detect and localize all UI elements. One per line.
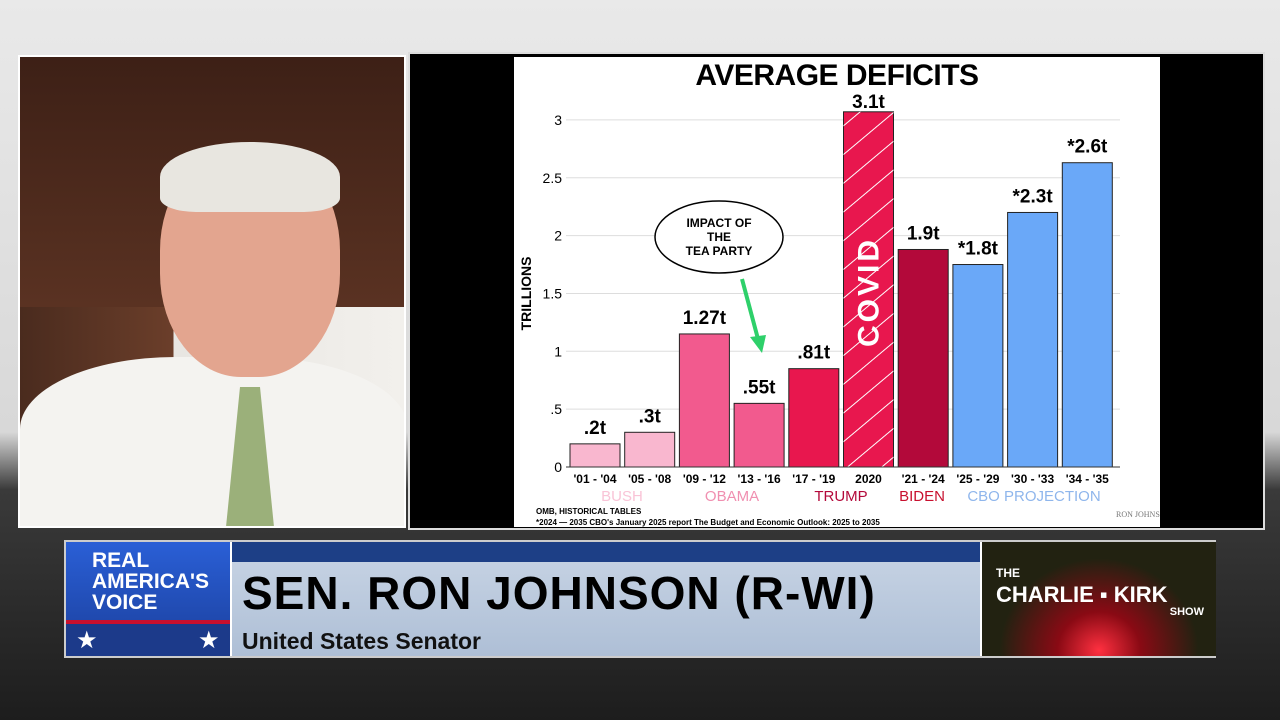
speaker-name: SEN. RON JOHNSON (R-WI) [242, 567, 876, 619]
logo-band [66, 620, 230, 656]
bar [1007, 211, 1059, 468]
group-label: CBO PROJECTION [967, 488, 1100, 505]
callout-text: THE [707, 230, 731, 244]
charlie-kirk-show-logo: THE CHARLIE ▪ KIRK SHOW [982, 542, 1216, 656]
show-logo-name: CHARLIE ▪ KIRK [996, 582, 1168, 607]
footnote: *2024 — 2035 CBO's January 2025 report T… [536, 518, 880, 527]
network-logo-text: REAL AMERICA'S VOICE [92, 549, 209, 614]
bar [952, 264, 1004, 468]
y-axis-label: TRILLIONS [518, 257, 534, 331]
arrow-head-icon [750, 335, 766, 353]
data-label: *2.3t [1013, 186, 1054, 207]
group-label: TRUMP [814, 488, 867, 505]
y-tick-label: 1.5 [543, 285, 563, 301]
bar [897, 248, 949, 468]
chart-title: AVERAGE DEFICITS [695, 59, 979, 92]
source-note: OMB, HISTORICAL TABLES [536, 507, 642, 516]
speaker-hair [160, 142, 340, 212]
callout-bubble [654, 200, 784, 274]
watermark: RON JOHNSON [1116, 510, 1160, 519]
data-label: 1.27t [683, 308, 727, 329]
callout-text: TEA PARTY [686, 244, 753, 258]
x-tick-label: 2020 [855, 472, 882, 486]
callout-text: IMPACT OF [686, 216, 751, 230]
x-tick-label: '13 - '16 [738, 472, 781, 486]
arrow-icon [740, 278, 760, 340]
chart-panel: AVERAGE DEFICITS 0 .5 1 1.5 2 2.5 3 TRILLIONS .2… [408, 52, 1265, 530]
data-label: *2.6t [1067, 137, 1108, 158]
x-tick-label: '09 - '12 [683, 472, 726, 486]
bar [624, 431, 676, 468]
data-label: .55t [743, 377, 776, 398]
bar [788, 368, 840, 468]
speaker-shirt [20, 357, 404, 526]
show-logo-the: THE [996, 566, 1020, 580]
lower-third: REAL AMERICA'S VOICE ★ ★ SEN. RON JOHNSO… [64, 540, 1216, 658]
speaker-title: United States Senator [242, 628, 481, 654]
y-tick-label: 2 [554, 228, 562, 244]
bar [1061, 162, 1113, 468]
name-plate-bar [232, 542, 980, 562]
covid-label: COVID [853, 237, 886, 347]
y-tick-label: 2.5 [543, 170, 563, 186]
data-label: *1.8t [958, 239, 999, 260]
y-tick-label: 1 [554, 343, 562, 359]
y-tick-label: .5 [550, 401, 562, 417]
x-tick-label: '05 - '08 [628, 472, 671, 486]
data-label: 1.9t [907, 223, 940, 244]
data-label: .3t [639, 406, 662, 427]
x-tick-label: '01 - '04 [573, 472, 616, 486]
x-tick-label: '34 - '35 [1066, 472, 1109, 486]
star-icon: ★ [198, 627, 220, 654]
chart-slide: AVERAGE DEFICITS 0 .5 1 1.5 2 2.5 3 TRILLIONS .2… [514, 57, 1160, 527]
group-label: OBAMA [705, 488, 759, 505]
star-icon: ★ [76, 627, 98, 654]
bar [733, 402, 785, 468]
group-label: BIDEN [899, 488, 945, 505]
show-logo-show: SHOW [1169, 606, 1204, 618]
real-americas-voice-logo: REAL AMERICA'S VOICE ★ ★ [66, 542, 230, 656]
name-plate: SEN. RON JOHNSON (R-WI) United States Se… [232, 542, 980, 656]
x-tick-label: '21 - '24 [902, 472, 945, 486]
bar-chart: 0 .5 1 1.5 2 2.5 3 TRILLIONS .2t '01 - '04 .3t '05 … [518, 92, 1160, 527]
group-label: BUSH [601, 488, 643, 505]
data-label: .2t [584, 418, 607, 439]
data-label: .81t [797, 343, 830, 364]
bar [569, 443, 621, 468]
x-tick-label: '25 - '29 [956, 472, 999, 486]
bar [678, 333, 730, 468]
speaker-video [18, 55, 406, 528]
data-label: 3.1t [852, 92, 885, 113]
bar-hatch [843, 111, 894, 467]
y-tick-label: 3 [554, 112, 562, 128]
x-tick-label: '17 - '19 [792, 472, 835, 486]
y-tick-label: 0 [554, 459, 562, 475]
x-tick-label: '30 - '33 [1011, 472, 1054, 486]
